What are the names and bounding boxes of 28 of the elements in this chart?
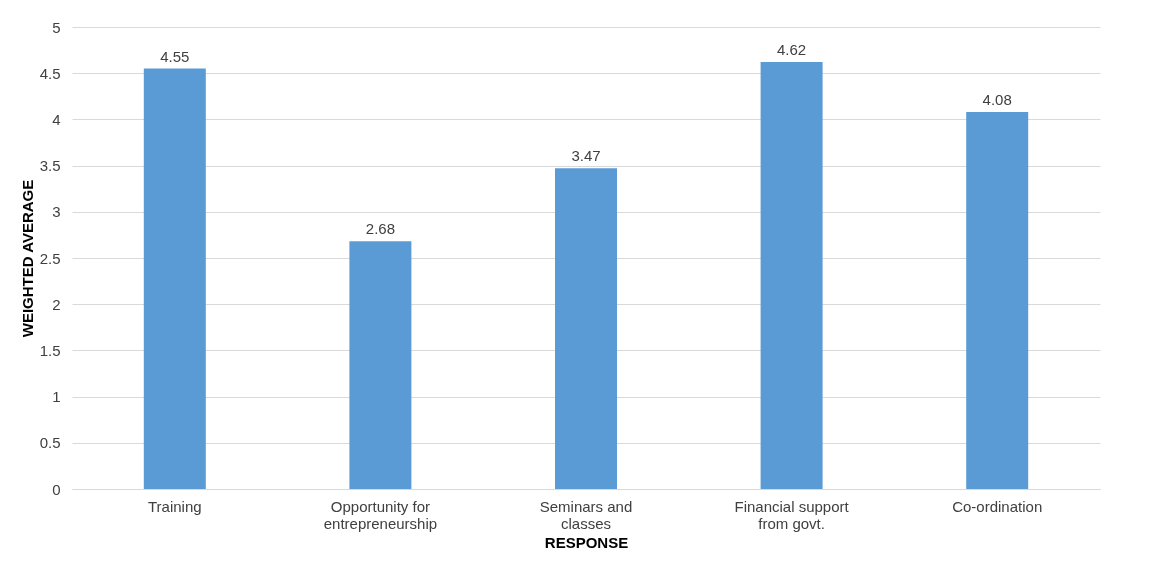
y-tick-label: 3.5 (39, 157, 61, 175)
y-tick-label: 3 (52, 203, 61, 221)
y-tick-label: 1.5 (39, 341, 61, 359)
x-tick-label: Training (147, 497, 202, 515)
y-tick-label: 2 (52, 295, 61, 313)
y-axis-title: WEIGHTED AVERAGE (18, 179, 36, 338)
y-tick-label: 0 (52, 480, 61, 498)
bar (143, 68, 206, 489)
bar (966, 112, 1029, 489)
data-label: 2.68 (365, 220, 395, 238)
data-label: 4.62 (777, 41, 807, 59)
data-label: 4.55 (160, 47, 190, 65)
x-tick-label: Opportunity for entrepreneurship (323, 497, 438, 532)
bar (760, 62, 823, 489)
x-tick-label: Financial support from govt. (734, 497, 850, 532)
y-tick-label: 4 (52, 110, 61, 128)
data-label: 4.08 (982, 91, 1012, 109)
x-axis-title: RESPONSE (544, 533, 629, 551)
bar (555, 168, 617, 489)
x-tick-label: Seminars and classes (539, 497, 633, 532)
data-label: 3.47 (571, 147, 601, 165)
y-tick-label: 5 (52, 18, 61, 36)
y-tick-label: 0.5 (39, 434, 61, 452)
y-tick-label: 4.5 (39, 64, 61, 82)
y-tick-label: 1 (52, 388, 61, 406)
y-tick-label: 2.5 (39, 249, 61, 267)
bar (349, 241, 412, 489)
x-tick-label: Co-ordination (952, 497, 1043, 515)
